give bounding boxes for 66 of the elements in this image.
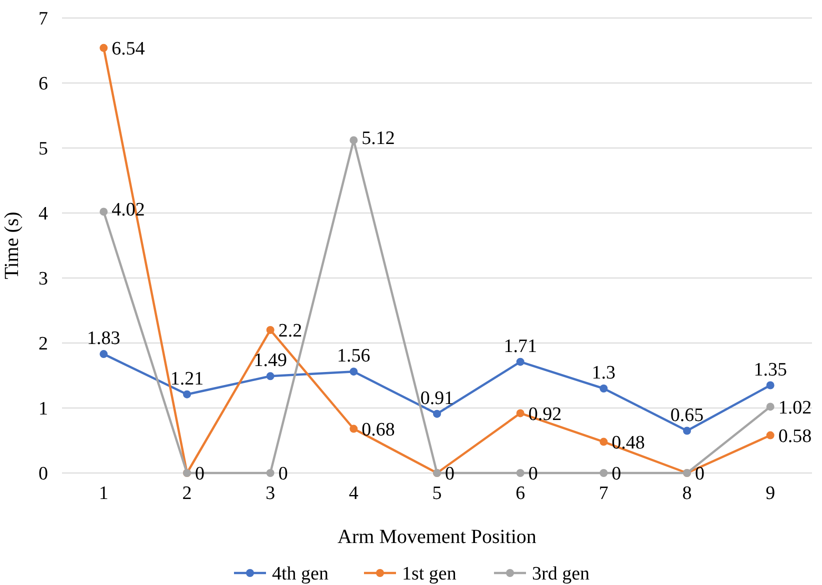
point bbox=[433, 410, 441, 418]
y-tick-label: 1 bbox=[38, 398, 48, 420]
point bbox=[350, 136, 358, 144]
x-axis-title: Arm Movement Position bbox=[338, 526, 536, 548]
data-label: 0.58 bbox=[778, 426, 812, 447]
data-label: 6.54 bbox=[112, 38, 146, 60]
x-tick-label: 8 bbox=[682, 483, 692, 504]
legend-label: 3rd gen bbox=[532, 564, 590, 585]
point bbox=[266, 469, 274, 477]
data-label: 0.48 bbox=[612, 432, 645, 454]
y-tick-label: 3 bbox=[38, 268, 48, 290]
y-axis-title: Time (s) bbox=[1, 212, 23, 280]
point bbox=[516, 358, 524, 366]
data-label: 0.68 bbox=[362, 419, 395, 440]
data-label: 0 bbox=[278, 464, 288, 485]
point bbox=[100, 44, 108, 52]
x-tick-label: 4 bbox=[348, 483, 359, 504]
y-tick-label: 0 bbox=[38, 464, 48, 485]
data-label: 1.02 bbox=[778, 397, 812, 418]
x-tick-label: 9 bbox=[766, 483, 776, 504]
data-label: 1.83 bbox=[87, 328, 120, 350]
point bbox=[516, 469, 524, 477]
data-label: 0 bbox=[528, 464, 538, 485]
point bbox=[350, 368, 358, 376]
data-label: 1.21 bbox=[170, 368, 204, 390]
y-tick-label: 5 bbox=[38, 138, 48, 160]
data-label: 1.49 bbox=[254, 350, 287, 372]
data-label: 1.71 bbox=[504, 336, 537, 357]
x-tick-label: 6 bbox=[516, 483, 526, 504]
data-label: 0.92 bbox=[528, 404, 562, 425]
data-label: 0 bbox=[612, 464, 622, 485]
y-tick-label: 4 bbox=[38, 204, 48, 225]
point bbox=[266, 326, 274, 334]
data-label: 1.35 bbox=[754, 359, 787, 380]
x-tick-label: 7 bbox=[598, 483, 608, 504]
x-tick-label: 5 bbox=[432, 483, 442, 504]
data-label: 0 bbox=[195, 464, 204, 485]
point bbox=[600, 469, 608, 477]
point bbox=[266, 372, 274, 380]
data-label: 5.12 bbox=[362, 128, 395, 149]
x-tick-label: 2 bbox=[182, 483, 192, 504]
point bbox=[683, 426, 691, 435]
y-tick-label: 7 bbox=[38, 8, 48, 30]
data-label: 0.91 bbox=[420, 388, 454, 409]
point bbox=[100, 350, 108, 358]
data-label: 0 bbox=[695, 464, 704, 485]
point bbox=[766, 402, 774, 411]
x-tick-label: 3 bbox=[266, 483, 276, 504]
y-tick-label: 6 bbox=[38, 74, 48, 95]
point bbox=[600, 384, 608, 392]
point bbox=[100, 208, 108, 216]
point bbox=[183, 390, 191, 398]
point bbox=[766, 381, 774, 390]
legend-label: 4th gen bbox=[272, 564, 329, 585]
x-tick-label: 1 bbox=[98, 483, 108, 504]
data-label: 1.3 bbox=[592, 362, 616, 384]
data-label: 0 bbox=[445, 464, 454, 485]
y-tick-label: 2 bbox=[38, 334, 48, 355]
data-label: 1.56 bbox=[337, 346, 370, 367]
point bbox=[600, 438, 608, 446]
legend-label: 1st gen bbox=[402, 564, 457, 585]
point bbox=[766, 431, 774, 440]
point bbox=[350, 424, 358, 433]
data-label: 0.65 bbox=[670, 404, 704, 426]
point bbox=[516, 409, 524, 418]
data-label: 2.2 bbox=[278, 320, 302, 342]
